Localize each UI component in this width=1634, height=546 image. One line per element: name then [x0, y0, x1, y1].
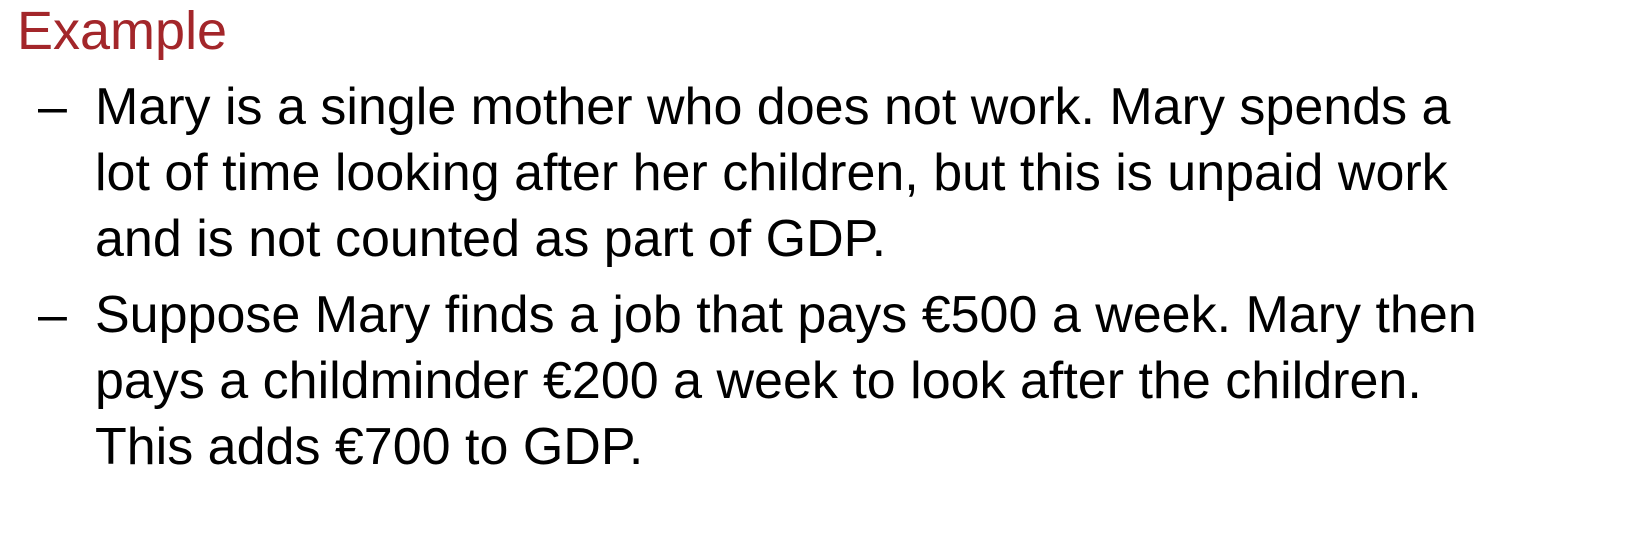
slide-title: Example — [17, 1, 228, 61]
bullet-text-line: lot of time looking after her children, … — [95, 144, 1448, 202]
bullet-text-line: and is not counted as part of GDP. — [95, 210, 887, 268]
bullet-text-line: pays a childminder €200 a week to look a… — [95, 352, 1422, 410]
bullet-dash-icon: – — [38, 78, 67, 136]
bullet-text-line: Suppose Mary finds a job that pays €500 … — [95, 286, 1477, 344]
bullet-text-line: Mary is a single mother who does not wor… — [95, 78, 1451, 136]
bullet-dash-icon: – — [38, 286, 67, 344]
bullet-item-mary-job: – Suppose Mary finds a job that pays €50… — [0, 282, 1625, 480]
bullet-text-line: This adds €700 to GDP. — [95, 418, 644, 476]
bullet-item-mary-unpaid-work: – Mary is a single mother who does not w… — [0, 74, 1625, 272]
bullet-list: – Mary is a single mother who does not w… — [0, 74, 1634, 490]
